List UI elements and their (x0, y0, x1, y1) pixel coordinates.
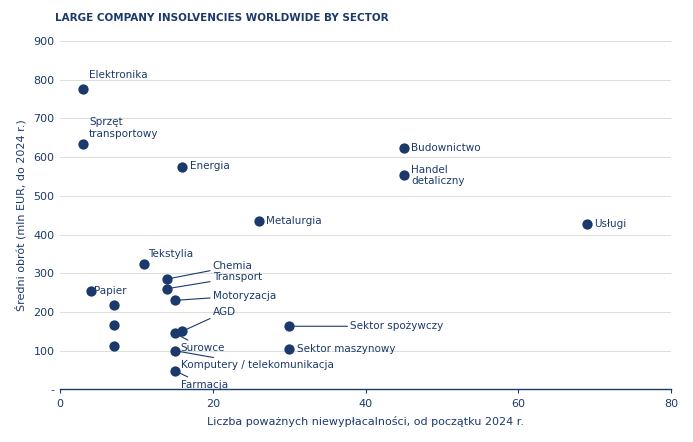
Point (108, 342, 119, 349)
Point (108, 301, 119, 309)
Text: Tekstylia: Tekstylia (148, 248, 193, 259)
Text: Komputery / telekomunikacja: Komputery / telekomunikacja (175, 351, 333, 370)
Text: Surowce: Surowce (175, 333, 225, 353)
Text: AGD: AGD (182, 307, 236, 332)
Point (169, 330, 180, 337)
Point (169, 347, 180, 354)
Text: Sprzęt
transportowy: Sprzęt transportowy (89, 117, 159, 139)
Text: Sektor maszynowy: Sektor maszynowy (297, 344, 395, 354)
Point (161, 275, 173, 282)
Point (398, 171, 410, 178)
Text: Motoryzacja: Motoryzacja (175, 291, 276, 301)
Text: Usługi: Usługi (595, 219, 627, 229)
Text: Metalurgia: Metalurgia (266, 216, 322, 226)
Text: Handel
detaliczny: Handel detaliczny (412, 164, 465, 186)
Text: Papier: Papier (94, 286, 127, 296)
Text: Energia: Energia (190, 161, 229, 171)
Point (283, 345, 295, 352)
Point (161, 285, 173, 292)
Point (177, 328, 188, 335)
X-axis label: Liczba poważnych niewypłacalności, od początku 2024 r.: Liczba poważnych niewypłacalności, od po… (207, 416, 524, 427)
Text: Sektor spożywczy: Sektor spożywczy (289, 321, 444, 331)
Point (85, 287, 96, 294)
Point (253, 217, 264, 225)
Text: Chemia: Chemia (167, 261, 253, 279)
Text: Elektronika: Elektronika (89, 70, 148, 80)
Point (108, 322, 119, 329)
Point (78, 140, 89, 147)
Point (139, 260, 150, 267)
Text: Transport: Transport (167, 272, 262, 289)
Point (177, 163, 188, 170)
Point (283, 323, 295, 330)
Text: Budownictwo: Budownictwo (412, 142, 481, 152)
Text: LARGE COMPANY INSOLVENCIES WORLDWIDE BY SECTOR: LARGE COMPANY INSOLVENCIES WORLDWIDE BY … (55, 13, 389, 23)
Point (169, 297, 180, 304)
Point (398, 144, 410, 151)
Point (169, 367, 180, 374)
Point (78, 86, 89, 93)
Point (581, 220, 593, 227)
Y-axis label: Średni obrót (mln EUR, do 2024 r.): Średni obrót (mln EUR, do 2024 r.) (15, 119, 26, 311)
Text: Farmacja: Farmacja (175, 371, 228, 390)
